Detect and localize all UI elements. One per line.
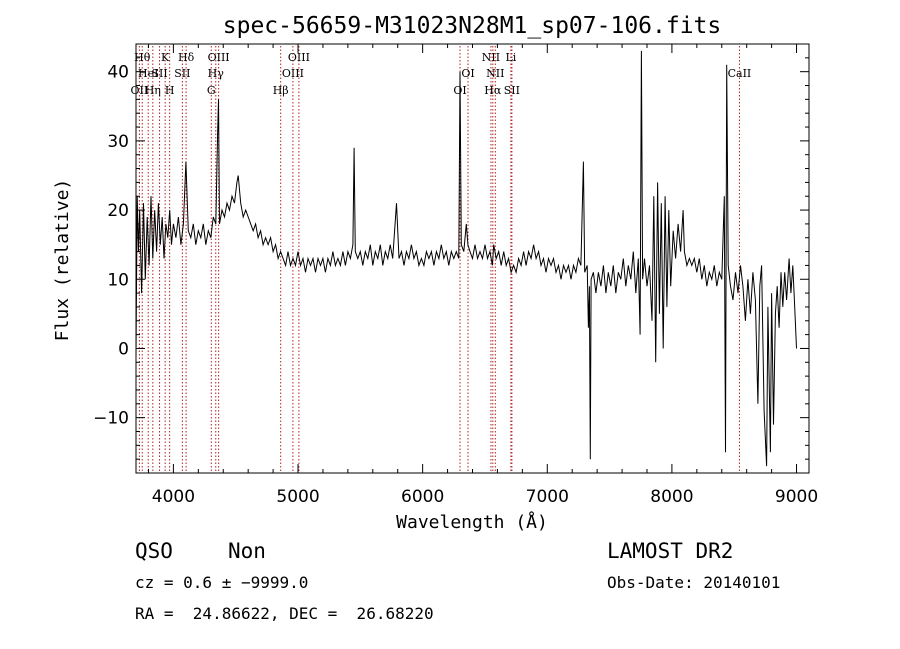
line-marker-label: CaII — [728, 67, 752, 80]
line-marker-label: OIII — [208, 51, 230, 64]
line-marker-label: G — [207, 84, 216, 97]
redshift-cz: cz = 0.6 ± −9999.0 — [135, 573, 308, 592]
y-tick-label: 20 — [107, 201, 129, 221]
line-marker-label: OI — [461, 67, 474, 80]
x-tick-label: 8000 — [650, 487, 693, 507]
line-marker-labels: OIIHθHeIHηSIIKHHδSIIGHγOIIIHβOIIIOIIIOIO… — [131, 51, 752, 97]
line-marker-label: NII — [486, 67, 504, 80]
line-marker-label: OII — [131, 84, 149, 97]
x-axis: 4000 5000 6000 7000 8000 9000 — [147, 44, 818, 507]
observation-date: Obs-Date: 20140101 — [607, 573, 780, 592]
line-markers — [138, 46, 740, 472]
y-tick-label: −10 — [93, 409, 129, 429]
line-marker-label: OIII — [282, 67, 304, 80]
y-axis-label: Flux (relative) — [52, 179, 73, 342]
chart-title: spec-56659-M31023N28M1_sp07-106.fits — [223, 13, 722, 39]
x-axis-label: Wavelength (Å) — [396, 511, 548, 533]
line-marker-label: K — [161, 51, 170, 64]
x-tick-label: 7000 — [526, 487, 569, 507]
line-marker-label: OIII — [288, 51, 310, 64]
line-marker-label: NII — [482, 51, 500, 64]
x-tick-label: 5000 — [276, 487, 319, 507]
coordinates: RA = 24.86622, DEC = 26.68220 — [135, 604, 434, 623]
survey-name: LAMOST DR2 — [607, 539, 733, 563]
line-marker-label: HeI — [138, 67, 158, 80]
object-subclass: Non — [228, 539, 266, 563]
line-marker-label: SII — [151, 67, 167, 80]
line-marker-label: Hη — [145, 84, 161, 97]
y-tick-label: 0 — [118, 339, 129, 359]
line-marker-label: SII — [504, 84, 520, 97]
line-marker-label: Hγ — [208, 67, 225, 80]
line-marker-label: Hβ — [273, 84, 289, 97]
line-marker-label: Li — [505, 51, 516, 64]
line-marker-label: Hδ — [178, 51, 195, 64]
x-tick-label: 6000 — [401, 487, 444, 507]
y-axis: −10 0 10 20 30 40 — [93, 43, 809, 460]
y-tick-label: 30 — [107, 132, 129, 152]
y-tick-label: 10 — [107, 270, 129, 290]
y-tick-label: 40 — [107, 63, 129, 83]
object-class: QSO — [135, 539, 173, 563]
line-marker-label: H — [165, 84, 175, 97]
x-tick-label: 4000 — [152, 487, 195, 507]
x-tick-label: 9000 — [775, 487, 818, 507]
line-marker-label: Hα — [484, 84, 502, 97]
spectrum-line — [135, 50, 797, 467]
line-marker-label: Hθ — [134, 51, 151, 64]
line-marker-label: SII — [174, 67, 190, 80]
